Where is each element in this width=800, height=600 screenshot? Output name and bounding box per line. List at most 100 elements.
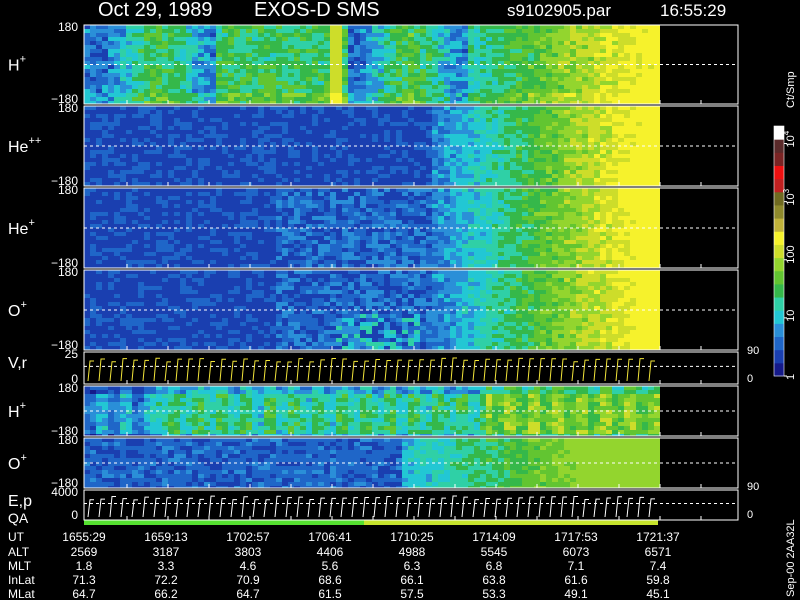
heat-cell	[450, 182, 456, 186]
heat-cell	[522, 33, 528, 37]
heat-cell	[288, 192, 294, 196]
heat-cell	[318, 212, 324, 216]
heat-cell	[558, 220, 564, 224]
heat-cell	[564, 142, 570, 146]
heat-cell	[372, 118, 378, 122]
heat-cell	[342, 196, 348, 200]
heat-cell	[90, 212, 96, 216]
heat-cell	[246, 138, 252, 142]
heat-cell	[576, 25, 582, 29]
heat-cell	[324, 212, 330, 216]
heat-cell	[528, 53, 534, 57]
heat-cell	[162, 93, 168, 97]
heat-cell	[144, 224, 150, 228]
heat-cell	[342, 29, 348, 33]
heat-cell	[408, 220, 414, 224]
heat-cell	[396, 89, 402, 93]
heat-cell	[246, 73, 252, 77]
heat-cell	[534, 33, 540, 37]
heat-cell	[222, 158, 228, 162]
heat-cell	[354, 37, 360, 41]
heat-cell	[516, 25, 522, 29]
heat-cell	[492, 224, 498, 228]
heat-cell	[480, 57, 486, 61]
heat-cell	[216, 41, 222, 45]
heat-cell	[252, 150, 258, 154]
heat-cell	[354, 212, 360, 216]
heat-cell	[156, 154, 162, 158]
heat-cell	[558, 37, 564, 41]
heat-cell	[366, 49, 372, 53]
heat-cell	[114, 134, 120, 138]
heat-cell	[96, 170, 102, 174]
heat-cell	[372, 93, 378, 97]
heat-cell	[132, 69, 138, 73]
heat-cell	[180, 65, 186, 69]
heat-cell	[378, 142, 384, 146]
heat-cell	[474, 174, 480, 178]
heat-cell	[576, 158, 582, 162]
heat-cell	[234, 101, 240, 104]
heat-cell	[420, 134, 426, 138]
heat-cell	[624, 73, 630, 77]
heat-cell	[144, 33, 150, 37]
heat-cell	[288, 232, 294, 236]
heat-cell	[450, 138, 456, 142]
heat-cell	[198, 154, 204, 158]
heat-cell	[528, 114, 534, 118]
heat-cell	[390, 192, 396, 196]
heat-cell	[120, 170, 126, 174]
heat-cell	[132, 220, 138, 224]
heat-cell	[468, 49, 474, 53]
heat-cell	[252, 188, 258, 192]
heat-cell	[582, 89, 588, 93]
heat-cell	[102, 106, 108, 110]
heat-cell	[492, 130, 498, 134]
heat-cell	[240, 93, 246, 97]
heat-cell	[606, 57, 612, 61]
heat-cell	[336, 61, 342, 65]
heat-cell	[558, 45, 564, 49]
heat-cell	[546, 174, 552, 178]
heat-cell	[648, 196, 654, 200]
heat-cell	[234, 81, 240, 85]
heat-cell	[342, 220, 348, 224]
heat-cell	[504, 93, 510, 97]
heat-cell	[324, 69, 330, 73]
heat-cell	[504, 134, 510, 138]
heat-cell	[498, 122, 504, 126]
heat-cell	[564, 166, 570, 170]
heat-cell	[156, 192, 162, 196]
heat-cell	[120, 122, 126, 126]
heat-cell	[300, 200, 306, 204]
heat-cell	[450, 146, 456, 150]
heat-cell	[306, 106, 312, 110]
heat-cell	[180, 208, 186, 212]
heat-cell	[396, 126, 402, 130]
heat-cell	[606, 134, 612, 138]
heat-cell	[216, 61, 222, 65]
heat-cell	[276, 97, 282, 101]
heat-cell	[402, 208, 408, 212]
heat-cell	[84, 228, 90, 232]
heat-cell	[270, 174, 276, 178]
heat-cell	[96, 158, 102, 162]
heat-cell	[648, 150, 654, 154]
heat-cell	[180, 37, 186, 41]
heat-cell	[462, 182, 468, 186]
heat-cell	[504, 41, 510, 45]
heat-cell	[144, 204, 150, 208]
heat-cell	[636, 69, 642, 73]
heat-cell	[456, 126, 462, 130]
heat-cell	[564, 114, 570, 118]
heat-cell	[324, 61, 330, 65]
heat-cell	[432, 77, 438, 81]
heat-cell	[462, 25, 468, 29]
heat-cell	[282, 166, 288, 170]
heat-cell	[606, 212, 612, 216]
heat-cell	[558, 130, 564, 134]
heat-cell	[546, 33, 552, 37]
heat-cell	[228, 154, 234, 158]
heat-cell	[606, 220, 612, 224]
heat-cell	[240, 61, 246, 65]
